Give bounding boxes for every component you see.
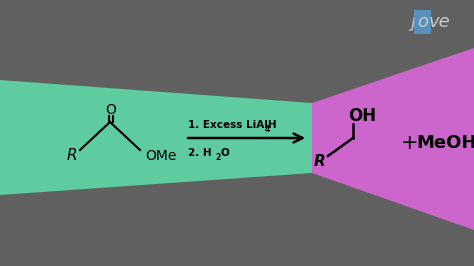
Text: OH: OH bbox=[348, 107, 376, 125]
Text: 2: 2 bbox=[215, 152, 220, 161]
Text: j: j bbox=[410, 13, 415, 31]
Text: MeOH: MeOH bbox=[417, 134, 474, 152]
Text: o: o bbox=[417, 13, 428, 31]
Text: O: O bbox=[221, 148, 230, 158]
Text: ve: ve bbox=[429, 13, 451, 31]
Text: 2. H: 2. H bbox=[188, 148, 211, 158]
Polygon shape bbox=[0, 80, 312, 195]
Polygon shape bbox=[312, 48, 474, 230]
Text: 1. Excess LiAlH: 1. Excess LiAlH bbox=[188, 120, 277, 130]
Text: 4: 4 bbox=[265, 124, 270, 134]
Text: +: + bbox=[401, 133, 419, 153]
Text: OMe: OMe bbox=[145, 149, 176, 163]
Text: O: O bbox=[106, 103, 117, 117]
Text: R: R bbox=[67, 148, 77, 164]
Text: R: R bbox=[314, 155, 326, 169]
